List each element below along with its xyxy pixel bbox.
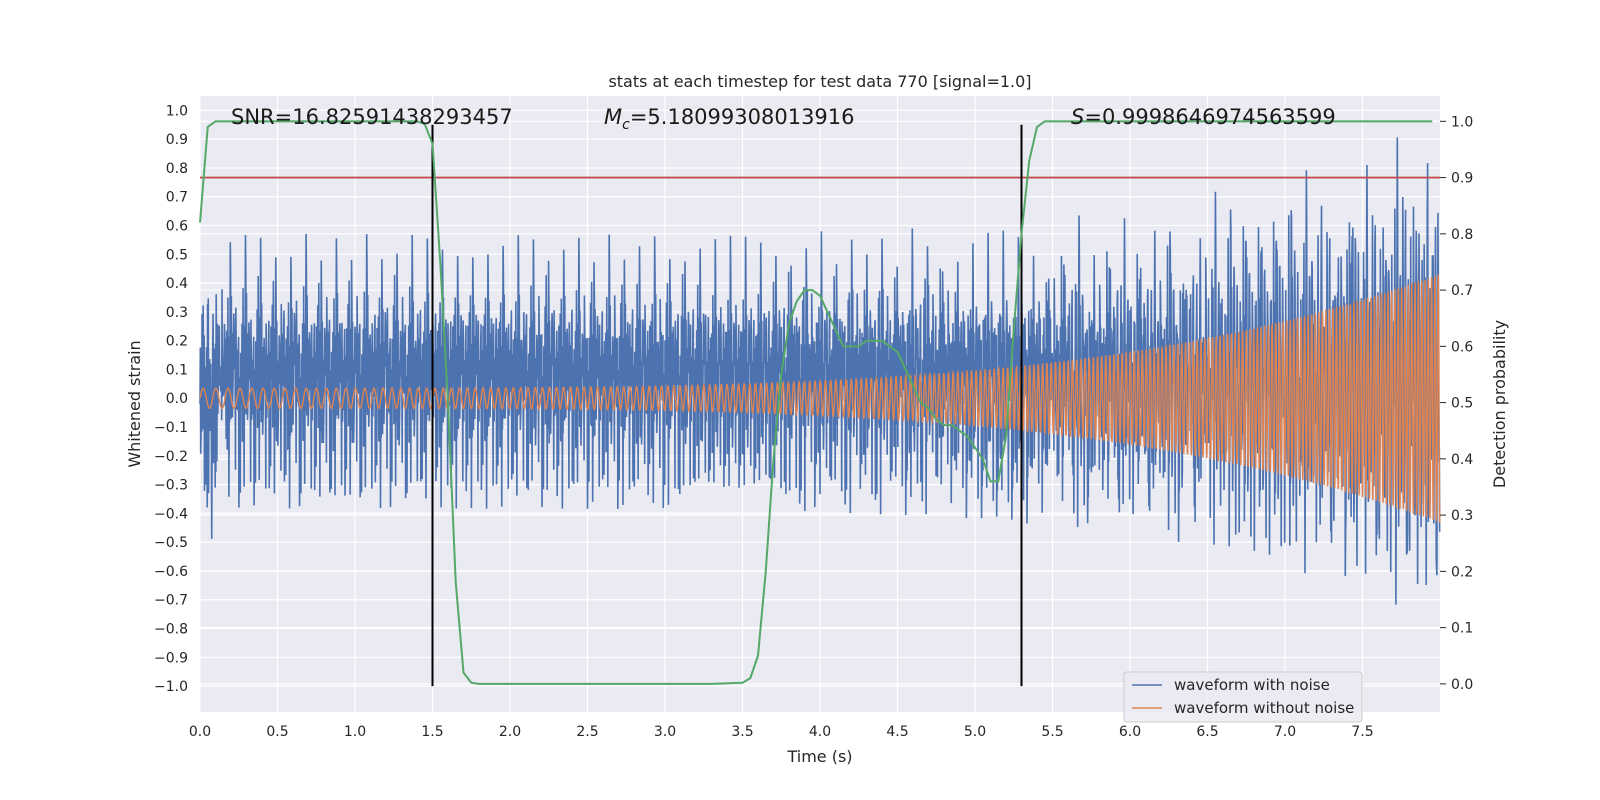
x-tick-label: 0.0 (189, 724, 211, 740)
y-tick-label: −0.3 (154, 478, 188, 494)
y-tick-label: 0.3 (166, 305, 188, 321)
x-tick-label: 4.0 (809, 724, 831, 740)
x-tick-label: 1.5 (421, 724, 443, 740)
series-detection-probability (199, 120, 1433, 685)
y2-tick-label: 0.7 (1451, 283, 1473, 299)
x-tick-label: 7.5 (1351, 724, 1373, 740)
x-tick-label: 5.0 (964, 724, 986, 740)
statistic-value: =0.9998646974563599 (1084, 105, 1335, 129)
y-tick-label: −0.2 (154, 449, 188, 465)
x-tick-label: 7.0 (1274, 724, 1296, 740)
y2-tick-label: 0.6 (1451, 339, 1473, 355)
y-tick-label: 0.6 (166, 219, 188, 235)
detection-probability-line (199, 120, 1433, 685)
x-tick-label: 2.5 (576, 724, 598, 740)
y-tick-label: 0.7 (166, 190, 188, 206)
y-tick-label: −0.8 (154, 622, 188, 638)
y-tick-label: 0.0 (166, 391, 188, 407)
statistic-symbol: S (1071, 105, 1084, 129)
y2-tick-label: 0.1 (1451, 621, 1473, 637)
y2-tick-label: 0.4 (1451, 452, 1473, 468)
legend: waveform with noise waveform without noi… (1123, 671, 1363, 723)
x-tick-label: 6.5 (1196, 724, 1218, 740)
x-tick-label: 1.0 (344, 724, 366, 740)
chart-title: stats at each timestep for test data 770… (608, 72, 1031, 91)
legend-label-waveform-with-noise: waveform with noise (1174, 676, 1330, 694)
series-waveform-without-noise (199, 274, 1441, 523)
legend-box (1123, 671, 1363, 723)
statistic-annotation: S=0.9998646974563599 (1071, 105, 1336, 129)
y-tick-label: 1.0 (166, 103, 188, 119)
x-tick-label: 5.5 (1041, 724, 1063, 740)
y-tick-label: −0.9 (154, 650, 188, 666)
reference-lines (200, 124, 1440, 687)
y2-tick-label: 0.9 (1451, 171, 1473, 187)
y2-tick-label: 0.2 (1451, 564, 1473, 580)
y-tick-label: 0.4 (166, 276, 188, 292)
y-tick-label: 0.8 (166, 161, 188, 177)
y-tick-label: 0.2 (166, 334, 188, 350)
y2-tick-label: 0.5 (1451, 396, 1473, 412)
x-tick-label: 3.0 (654, 724, 676, 740)
y2-tick-label: 0.3 (1451, 508, 1473, 524)
y-tick-label: 0.1 (166, 362, 188, 378)
y-tick-label: −0.4 (154, 506, 188, 522)
ticks: 0.0 0.5 1.0 1.5 2.0 2.5 3.0 3.5 4.0 4.5 5.0 5.5 6.0 6… (154, 103, 1473, 740)
y2-tick-label: 1.0 (1451, 114, 1473, 130)
x-tick-label: 2.0 (499, 724, 521, 740)
y-tick-label: 0.9 (166, 132, 188, 148)
x-tick-label: 3.5 (731, 724, 753, 740)
legend-label-waveform-without-noise: waveform without noise (1174, 699, 1354, 717)
y-tick-label: −0.5 (154, 535, 188, 551)
chirp-mass-value: =5.18099308013916 (630, 105, 855, 129)
y-tick-label: −0.7 (154, 593, 188, 609)
y-tick-label: −0.1 (154, 420, 188, 436)
x-axis-label: Time (s) (786, 747, 852, 766)
chirp-mass-symbol: M (604, 105, 622, 129)
chirp-mass-subscript: c (622, 117, 630, 133)
waveform-without-noise-line (199, 274, 1441, 523)
x-tick-label: 0.5 (266, 724, 288, 740)
y2-axis-label: Detection probability (1490, 320, 1509, 488)
y-tick-label: 0.5 (166, 247, 188, 263)
y-tick-label: −1.0 (154, 679, 188, 695)
snr-annotation: SNR=16.82591438293457 (231, 105, 513, 129)
y2-tick-label: 0.8 (1451, 227, 1473, 243)
x-tick-label: 6.0 (1119, 724, 1141, 740)
chirp-mass-annotation: Mc=5.18099308013916 (604, 105, 855, 133)
x-tick-label: 4.5 (886, 724, 908, 740)
y2-tick-label: 0.0 (1451, 677, 1473, 693)
y-tick-label: −0.6 (154, 564, 188, 580)
y-axis-label: Whitened strain (125, 340, 144, 467)
